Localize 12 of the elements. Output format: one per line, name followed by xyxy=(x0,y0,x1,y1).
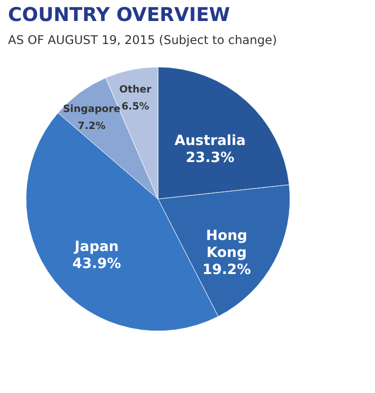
data-label: 19.2% xyxy=(202,262,251,278)
data-label: 6.5% xyxy=(121,101,150,112)
slice-label: Singapore xyxy=(62,104,121,115)
data-label: 23.3% xyxy=(186,150,234,166)
slice-label: Hong Kong xyxy=(206,228,248,262)
slice-label: Other xyxy=(119,84,152,96)
data-label: 7.2% xyxy=(78,120,106,132)
chart-subtitle: AS OF AUGUST 19, 2015 (Subject to change) xyxy=(8,33,277,47)
chart-title: COUNTRY OVERVIEW xyxy=(8,4,230,26)
data-label: 43.9% xyxy=(72,256,121,272)
slice-label: Japan xyxy=(74,239,119,256)
slice-label: Australia xyxy=(174,132,246,149)
